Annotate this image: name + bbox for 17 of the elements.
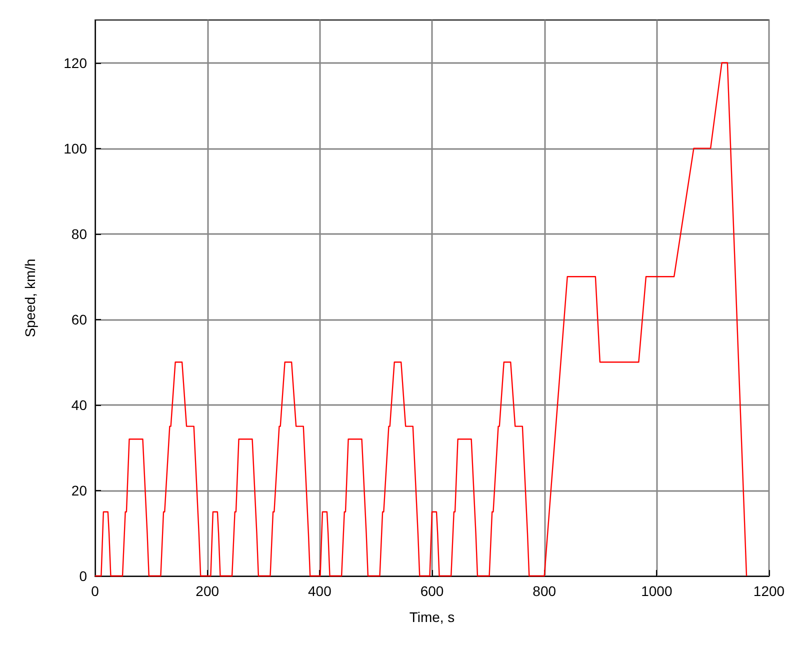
y-tick-label: 20 (71, 482, 88, 498)
line-series (94, 62, 748, 577)
y-axis-title: Speed, km/h (22, 258, 38, 338)
x-tick-label: 800 (532, 583, 556, 599)
x-tick-label: 200 (196, 583, 220, 599)
x-tick-label: 0 (91, 583, 100, 599)
x-axis-title: Time, s (409, 609, 455, 625)
y-tick-label: 40 (71, 396, 88, 413)
y-tick-label: 120 (64, 54, 88, 71)
y-tick-label: 80 (71, 226, 88, 242)
x-tick-label: 1200 (753, 583, 785, 599)
y-tick-label: 60 (71, 311, 88, 328)
x-tick-label: 1000 (641, 583, 672, 599)
x-tick-label: 400 (308, 583, 332, 599)
y-tick-label: 100 (64, 140, 88, 156)
y-tick-label: 0 (79, 568, 88, 584)
x-tick-label: 600 (420, 583, 444, 599)
